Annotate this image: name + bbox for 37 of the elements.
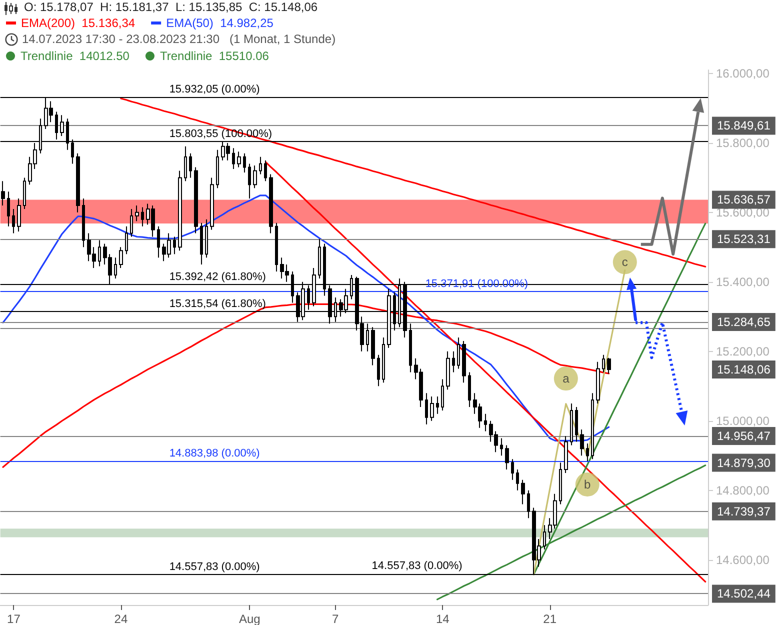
- y2-tick-label: 14.879,30: [717, 456, 771, 470]
- y2-tick-label: 15.523,31: [717, 232, 771, 246]
- data-label: b: [584, 477, 592, 492]
- y-tick-label: 15.400,00: [716, 274, 770, 289]
- ref-line-label: 15.932,05 (0.00%): [169, 84, 260, 96]
- y-tick-label: 15.000,00: [716, 414, 770, 428]
- y2-tick-label: 14.502,44: [717, 586, 771, 601]
- y2-tick-label: 14.739,37: [717, 504, 771, 518]
- chart-subtitle: 14.07.2023 17:30 - 23.08.2023 21:30 (1 Monat, 1 Stunde): [22, 32, 336, 46]
- legend-label: EMA(50) 14.982,25: [166, 16, 274, 30]
- y-tick-label: 16.000,00: [716, 66, 770, 80]
- annotation: 14.557,83 (0.00%): [372, 560, 462, 572]
- x-tick-label: 7: [332, 612, 340, 625]
- y2-tick-label: 15.636,57: [717, 192, 771, 207]
- data-label: c: [622, 255, 628, 270]
- y2-tick-label: 15.849,61: [717, 118, 771, 133]
- ref-line-label: 14.557,83 (0.00%): [169, 560, 260, 573]
- legend-label: Trendlinie 15510.06: [160, 49, 270, 63]
- chart-title: O: 15.178,07 H: 15.181,37 L: 15.135,85 C: 15.148,06: [24, 0, 318, 14]
- y-tick-label: 15.800,00: [716, 136, 770, 150]
- x-tick-label: 17: [7, 612, 21, 625]
- y-tick-label: 14.800,00: [716, 483, 770, 498]
- y2-tick-label: 14.956,47: [717, 429, 771, 443]
- data-label: a: [562, 371, 570, 386]
- y-tick-label: 15.600,00: [716, 205, 770, 220]
- x-tick-label: 21: [543, 612, 557, 625]
- y-tick-label: 14.600,00: [716, 552, 770, 567]
- ref-line-label: 15.315,54 (61.80%): [169, 298, 266, 310]
- ref-line-label: 14.883,98 (0.00%): [169, 448, 260, 460]
- ref-line-label: 15.392,42 (61.80%): [169, 271, 266, 284]
- y2-tick-label: 15.284,65: [717, 314, 771, 329]
- x-tick-label: 14: [436, 612, 450, 625]
- x-tick-label: 24: [114, 612, 128, 625]
- y2-tick-label: 15.148,06: [717, 362, 771, 376]
- y-tick-label: 15.200,00: [716, 344, 770, 358]
- legend-label: EMA(200) 15.136,34: [21, 16, 136, 30]
- legend-label: Trendlinie 14012.50: [20, 49, 130, 63]
